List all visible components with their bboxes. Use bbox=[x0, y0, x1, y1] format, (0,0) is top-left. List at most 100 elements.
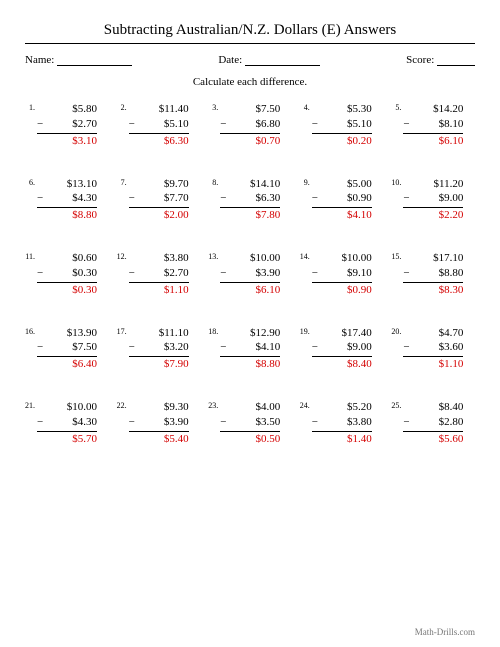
problem-number: 17. bbox=[117, 326, 129, 336]
minuend: $8.40 bbox=[403, 400, 463, 415]
answer: $1.10 bbox=[129, 283, 189, 298]
minuend: $5.30 bbox=[312, 102, 372, 117]
minus-sign: − bbox=[312, 191, 318, 206]
problem-number: 5. bbox=[391, 102, 403, 112]
minus-sign: − bbox=[312, 415, 318, 430]
problem-number: 2. bbox=[117, 102, 129, 112]
subtrahend: $8.10 bbox=[439, 118, 464, 130]
problem: 21.$10.00−$4.30$5.70 bbox=[25, 400, 109, 447]
minuend: $0.60 bbox=[37, 251, 97, 266]
subtrahend: $6.80 bbox=[255, 118, 280, 130]
problem-number: 15. bbox=[391, 251, 403, 261]
page-title: Subtracting Australian/N.Z. Dollars (E) … bbox=[25, 22, 475, 39]
subtrahend-row: −$3.50 bbox=[220, 415, 280, 430]
subtrahend: $6.30 bbox=[255, 192, 280, 204]
minuend: $10.00 bbox=[312, 251, 372, 266]
minuend: $5.00 bbox=[312, 177, 372, 192]
minuend: $11.10 bbox=[129, 326, 189, 341]
subtrahend: $2.70 bbox=[164, 267, 189, 279]
problem-stack: $5.80−$2.70$3.10 bbox=[37, 102, 97, 149]
problem-stack: $8.40−$2.80$5.60 bbox=[403, 400, 463, 447]
problem-stack: $4.00−$3.50 $0.50 bbox=[220, 400, 280, 447]
subtrahend-row: −$2.70 bbox=[37, 117, 97, 132]
problem-number: 20. bbox=[391, 326, 403, 336]
answer: $2.00 bbox=[129, 208, 189, 223]
problem-number: 9. bbox=[300, 177, 312, 187]
subtrahend-row: −$0.90 bbox=[312, 191, 372, 206]
problem: 5.$14.20−$8.10$6.10 bbox=[391, 102, 475, 149]
problem-number: 13. bbox=[208, 251, 220, 261]
subtrahend-row: −$8.10 bbox=[403, 117, 463, 132]
minuend: $10.00 bbox=[37, 400, 97, 415]
subtrahend-row: −$7.50 bbox=[37, 340, 97, 355]
minus-sign: − bbox=[129, 266, 135, 281]
answer: $8.80 bbox=[37, 208, 97, 223]
problem-stack: $13.90−$7.50$6.40 bbox=[37, 326, 97, 373]
problem-number: 8. bbox=[208, 177, 220, 187]
problem: 3.$7.50−$6.80 $0.70 bbox=[208, 102, 292, 149]
subtrahend: $3.50 bbox=[255, 416, 280, 428]
subtrahend-row: −$3.20 bbox=[129, 340, 189, 355]
problem-number: 7. bbox=[117, 177, 129, 187]
minuend: $14.10 bbox=[220, 177, 280, 192]
problem-stack: $11.10−$3.20$7.90 bbox=[129, 326, 189, 373]
subtrahend-row: −$7.70 bbox=[129, 191, 189, 206]
problem-stack: $9.70−$7.70$2.00 bbox=[129, 177, 189, 224]
answer: $7.80 bbox=[220, 208, 280, 223]
problem-stack: $17.10−$8.80$8.30 bbox=[403, 251, 463, 298]
answer: $5.60 bbox=[403, 432, 463, 447]
problem-number: 4. bbox=[300, 102, 312, 112]
problem-number: 10. bbox=[391, 177, 403, 187]
answer: $5.40 bbox=[129, 432, 189, 447]
problem-stack: $9.30−$3.90$5.40 bbox=[129, 400, 189, 447]
problem-number: 24. bbox=[300, 400, 312, 410]
minuend: $5.20 bbox=[312, 400, 372, 415]
problem: 18.$12.90−$4.10$8.80 bbox=[208, 326, 292, 373]
name-blank bbox=[57, 56, 132, 66]
problem: 8.$14.10−$6.30$7.80 bbox=[208, 177, 292, 224]
problem-number: 19. bbox=[300, 326, 312, 336]
problem-stack: $11.20−$9.00$2.20 bbox=[403, 177, 463, 224]
problem-number: 3. bbox=[208, 102, 220, 112]
answer: $8.80 bbox=[220, 357, 280, 372]
problem: 23.$4.00−$3.50$0.50 bbox=[208, 400, 292, 447]
problem-stack: $14.10−$6.30$7.80 bbox=[220, 177, 280, 224]
problem-stack: $5.30−$5.10$0.20 bbox=[312, 102, 372, 149]
date-label: Date: bbox=[218, 54, 320, 66]
minuend: $4.00 bbox=[220, 400, 280, 415]
answer: $8.30 bbox=[403, 283, 463, 298]
minuend: $7.50 bbox=[220, 102, 280, 117]
minus-sign: − bbox=[312, 266, 318, 281]
minus-sign: − bbox=[403, 415, 409, 430]
problem-stack: $13.10−$4.30$8.80 bbox=[37, 177, 97, 224]
problem-number: 1. bbox=[25, 102, 37, 112]
minus-sign: − bbox=[403, 266, 409, 281]
title-rule bbox=[25, 43, 475, 44]
answer: $5.70 bbox=[37, 432, 97, 447]
subtrahend-row: −$3.90 bbox=[129, 415, 189, 430]
problem: 10.$11.20−$9.00$2.20 bbox=[391, 177, 475, 224]
problem-stack: $5.00−$0.90$4.10 bbox=[312, 177, 372, 224]
answer: $6.10 bbox=[403, 134, 463, 149]
meta-row: Name: Date: Score: bbox=[25, 54, 475, 66]
subtrahend: $5.10 bbox=[164, 118, 189, 130]
answer: $0.50 bbox=[220, 432, 280, 447]
answer: $0.70 bbox=[220, 134, 280, 149]
answer: $8.40 bbox=[312, 357, 372, 372]
minus-sign: − bbox=[403, 340, 409, 355]
subtrahend-row: −$9.00 bbox=[312, 340, 372, 355]
problem: 25.$8.40−$2.80$5.60 bbox=[391, 400, 475, 447]
answer: $6.10 bbox=[220, 283, 280, 298]
subtrahend: $8.80 bbox=[439, 267, 464, 279]
subtrahend: $3.80 bbox=[347, 416, 372, 428]
subtrahend-row: −$6.80 bbox=[220, 117, 280, 132]
problem: 22.$9.30−$3.90$5.40 bbox=[117, 400, 201, 447]
problem: 11.$0.60−$0.30$0.30 bbox=[25, 251, 109, 298]
date-blank bbox=[245, 56, 320, 66]
problem-number: 14. bbox=[300, 251, 312, 261]
problem: 12.$3.80−$2.70$1.10 bbox=[117, 251, 201, 298]
instruction-text: Calculate each difference. bbox=[25, 76, 475, 88]
problem-stack: $3.80−$2.70$1.10 bbox=[129, 251, 189, 298]
problem-stack: $11.40−$5.10$6.30 bbox=[129, 102, 189, 149]
problem-number: 18. bbox=[208, 326, 220, 336]
